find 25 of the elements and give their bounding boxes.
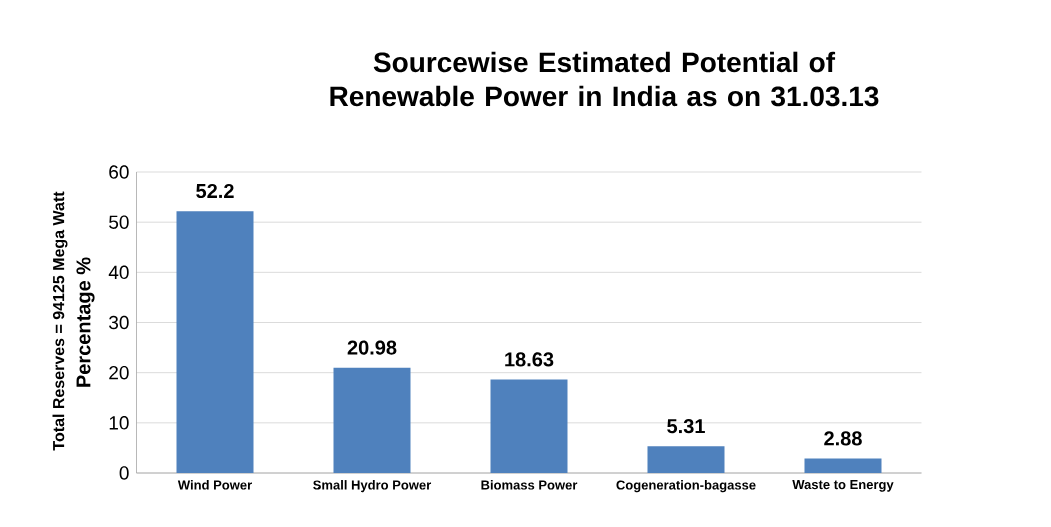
x-tick-label: Cogeneration-bagasse [616,480,756,493]
data-label: 20.98 [347,340,397,355]
x-tick-label: Biomass Power [481,480,578,490]
x-tick-label: Wind Power [177,480,252,490]
bar [804,458,882,473]
y-tick-label: 60 [109,165,129,179]
y-tick-label: 50 [109,215,129,229]
data-label: 18.63 [505,352,554,367]
y-tick-label: 0 [119,466,129,480]
y-tick-label: 30 [109,315,129,330]
data-label: 52.2 [196,183,234,199]
y-axis-title: Percentage % [76,257,95,387]
y-tick-label: 10 [109,416,129,430]
text: Total Reserves = 94125 Mega Watt [52,191,68,451]
bar [647,446,725,473]
chart-title: Sourcewise Estimated Potential of Renewable Power in India as on 31.03.13 [330,51,879,107]
bar [490,379,568,473]
x-tick-label: Waste to Energy [792,480,894,492]
data-label: 2.88 [824,431,862,446]
bar [176,211,254,473]
bar [333,367,411,473]
y-tick-label: 20 [109,365,129,380]
data-label: 5.31 [667,419,705,434]
y-tick-label: 40 [108,265,129,280]
x-tick-label: Small Hydro Power [313,480,432,493]
